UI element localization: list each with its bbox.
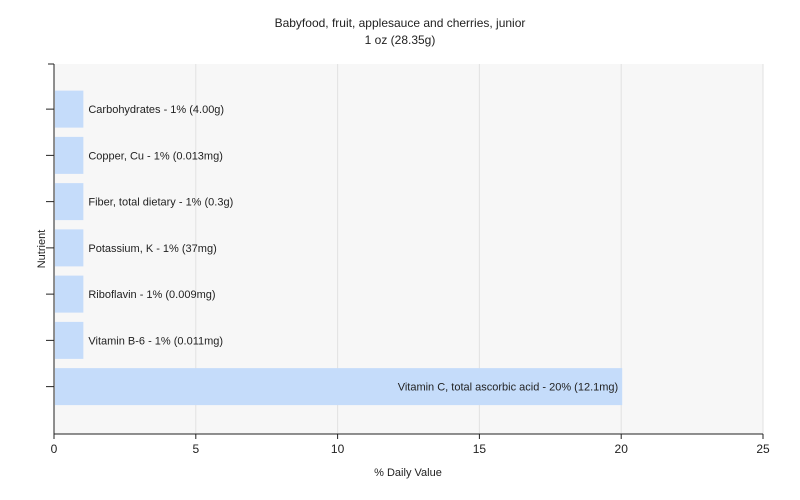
bar bbox=[55, 183, 84, 221]
x-tick-label: 20 bbox=[615, 442, 629, 456]
bar bbox=[55, 275, 84, 313]
bar-label: Carbohydrates - 1% (4.00g) bbox=[88, 104, 224, 116]
x-tick-label: 25 bbox=[756, 442, 770, 456]
x-tick-label: 0 bbox=[51, 442, 58, 456]
y-axis-title: Nutrient bbox=[36, 230, 48, 269]
bar bbox=[55, 90, 84, 128]
bar bbox=[55, 136, 84, 174]
axes bbox=[53, 64, 763, 435]
x-axis-title: % Daily Value bbox=[374, 467, 442, 479]
bar bbox=[55, 368, 623, 406]
bar bbox=[55, 229, 84, 267]
x-tick-label: 10 bbox=[331, 442, 345, 456]
bar-label: Potassium, K - 1% (37mg) bbox=[88, 243, 216, 255]
y-ticks bbox=[46, 63, 54, 388]
x-ticks: 0 5 10 15 20 25 bbox=[51, 434, 770, 456]
bar bbox=[55, 321, 84, 359]
x-tick-label: 5 bbox=[192, 442, 199, 456]
bar-label: Riboflavin - 1% (0.009mg) bbox=[88, 289, 215, 301]
bar-label: Fiber, total dietary - 1% (0.3g) bbox=[88, 197, 233, 209]
bar-label: Vitamin C, total ascorbic acid - 20% (12… bbox=[398, 382, 619, 394]
bars: Carbohydrates - 1% (4.00g) Copper, Cu - 1… bbox=[55, 90, 623, 406]
bar-label: Vitamin B-6 - 1% (0.011mg) bbox=[88, 335, 223, 347]
bar-label: Copper, Cu - 1% (0.013mg) bbox=[88, 150, 223, 162]
chart-title: Babyfood, fruit, applesauce and cherries… bbox=[275, 16, 526, 30]
chart-subtitle: 1 oz (28.35g) bbox=[365, 33, 436, 47]
x-tick-label: 15 bbox=[473, 442, 487, 456]
